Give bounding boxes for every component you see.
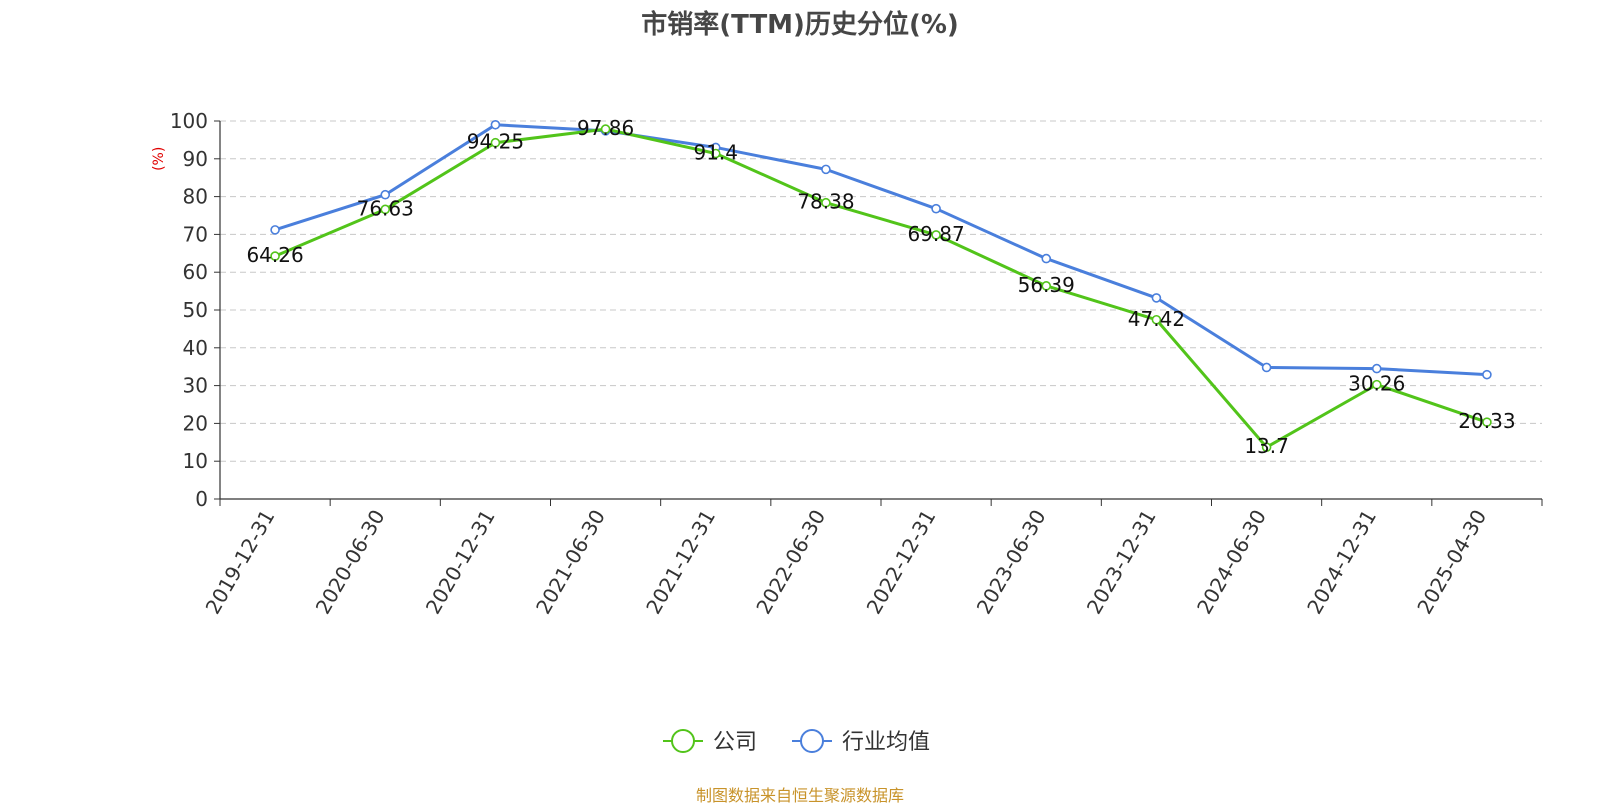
x-tick-label: 2023-12-31: [1082, 506, 1161, 619]
legend-swatch-circle: [671, 729, 695, 753]
series-line-1: [274, 123, 1487, 377]
legend-item-0: 公司: [663, 729, 757, 755]
data-point: [380, 204, 391, 215]
y-tick-label: 100: [170, 109, 208, 133]
legend-label: 公司: [713, 730, 757, 755]
data-point: [1371, 363, 1382, 374]
data-label: 78.38: [797, 190, 854, 214]
data-point: [931, 203, 941, 214]
x-tick-label: 2024-12-31: [1302, 506, 1381, 619]
data-point: [600, 124, 611, 134]
x-tick-label: 2022-06-30: [751, 506, 830, 619]
y-tick-label: 10: [183, 449, 208, 473]
x-tick-label: 2022-12-31: [862, 505, 941, 618]
legend-item-1: 行业均值: [792, 729, 930, 755]
data-label: 30.26: [1348, 372, 1405, 396]
legend-swatch-circle: [800, 729, 824, 753]
data-point: [821, 164, 831, 175]
source-note: 制图数据来自恒生聚源数据库: [695, 786, 904, 805]
legend-label: 行业均值: [842, 730, 930, 755]
data-labels: 64.26 76.63 94.25 97.86 91.4 78.38 69.87 56.39 4…: [246, 116, 1515, 458]
y-tick-label: 50: [183, 298, 208, 322]
data-point: [1482, 369, 1492, 380]
axes: 0 10 20 30 40 50 60 70 80 90 100(%) 2019-12-31 2020-…: [151, 109, 1543, 619]
data-label: 97.86: [577, 116, 634, 140]
data-point: [490, 137, 501, 148]
data-label: 76.63: [357, 196, 414, 220]
data-label: 20.33: [1458, 409, 1515, 433]
data-point: [490, 119, 501, 130]
series-line-0: [274, 127, 1488, 449]
y-tick-label: 40: [183, 336, 208, 360]
y-tick-label: 60: [183, 260, 208, 284]
data-point: [710, 148, 721, 159]
data-label: 94.25: [467, 130, 524, 154]
series-lines: [270, 119, 1492, 453]
x-tick-label: 2020-12-31: [421, 505, 500, 618]
data-point: [1151, 293, 1162, 303]
data-point: [821, 197, 831, 208]
data-point: [1261, 362, 1272, 373]
data-point: [931, 230, 941, 240]
x-tick-label: 2023-06-30: [972, 506, 1051, 619]
y-tick-label: 30: [183, 374, 208, 398]
data-label: 56.39: [1018, 273, 1075, 297]
x-tick-label: 2021-06-30: [531, 506, 610, 619]
x-tick-label: 2024-06-30: [1192, 506, 1271, 619]
data-label: 47.42: [1128, 307, 1185, 331]
data-point: [1371, 379, 1382, 390]
data-label: 69.87: [907, 222, 964, 246]
y-tick-label: 20: [183, 411, 208, 435]
y-axis-label: (%): [151, 147, 167, 171]
x-tick-label: 2020-06-30: [311, 506, 390, 619]
y-tick-label: 90: [183, 147, 208, 171]
data-point: [1151, 314, 1162, 325]
chart-title: 市销率(TTM)历史分位(%): [641, 10, 959, 40]
data-point: [1482, 417, 1492, 427]
x-tick-label: 2019-12-31: [201, 506, 280, 619]
data-point: [270, 251, 280, 261]
y-tick-label: 80: [183, 185, 208, 209]
y-tick-label: 70: [183, 222, 208, 246]
data-point: [270, 225, 280, 235]
data-point: [1261, 442, 1272, 453]
data-point: [1041, 253, 1052, 264]
x-tick-label: 2021-12-31: [641, 506, 720, 619]
data-label: 64.26: [246, 243, 303, 267]
data-label: 91.4: [693, 141, 738, 165]
data-point: [1041, 281, 1052, 291]
legend: 公司 行业均值: [663, 729, 930, 755]
data-point: [380, 189, 391, 200]
x-tick-label: 2025-04-30: [1412, 506, 1491, 619]
y-tick-label: 0: [195, 487, 208, 511]
data-label: 13.7: [1244, 434, 1289, 458]
